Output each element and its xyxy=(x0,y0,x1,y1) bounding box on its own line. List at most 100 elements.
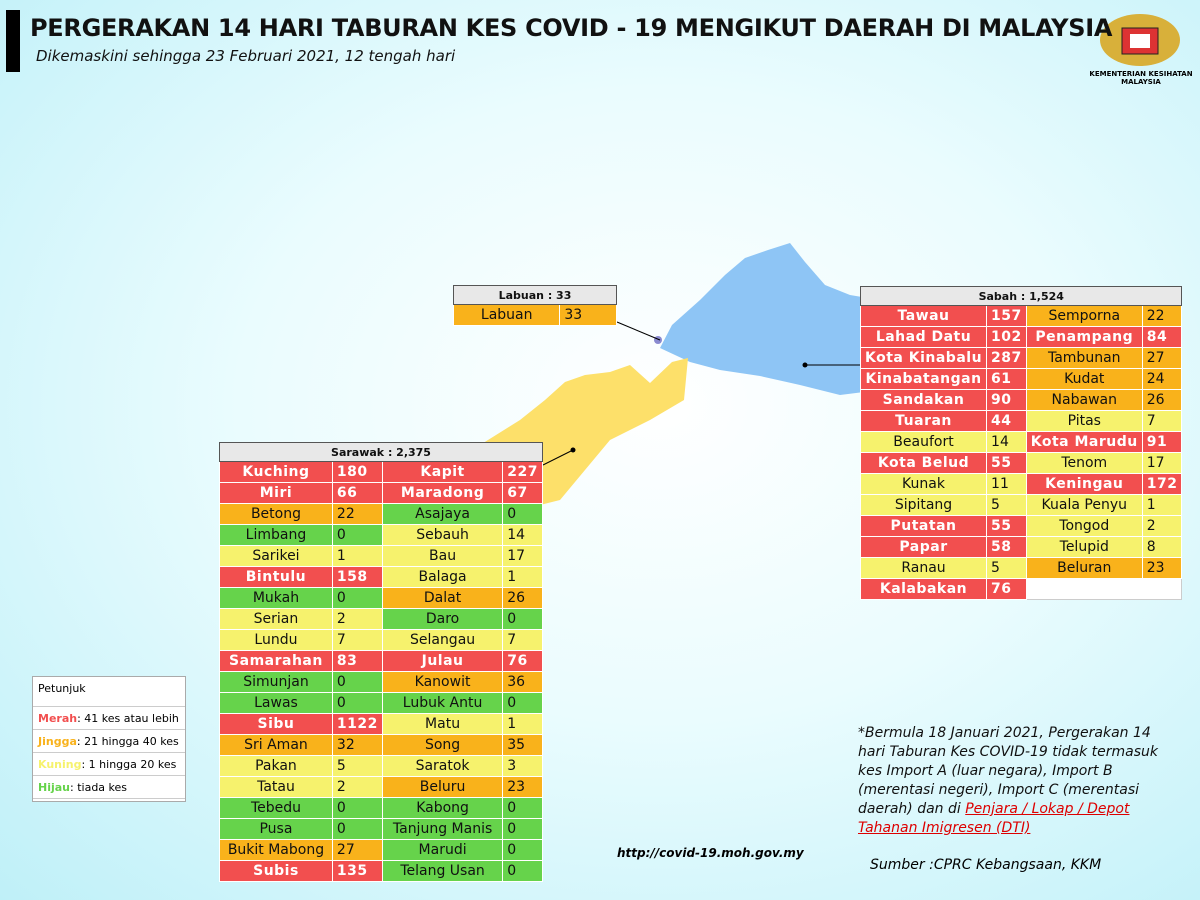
empty-cell xyxy=(1025,578,1183,600)
legend-text: : 21 hingga 40 kes xyxy=(76,735,179,748)
district-name: Beluran xyxy=(1025,557,1143,579)
row: Lahad Datu 102 Penampang 84 xyxy=(859,326,1183,348)
case-count: 1 xyxy=(1141,494,1183,516)
district-name: Tongod xyxy=(1025,515,1143,537)
case-count: 27 xyxy=(1141,347,1183,369)
district-name: Mukah xyxy=(219,587,333,609)
district-name: Kinabatangan xyxy=(859,368,988,390)
legend: Petunjuk Merah: 41 kes atau lebih Jingga: … xyxy=(32,676,186,802)
district-name: Telang Usan xyxy=(381,860,504,882)
district-name: Lundu xyxy=(219,629,333,651)
subtitle: Dikemaskini sehingga 23 Februari 2021, 1… xyxy=(36,47,456,65)
connector-dot xyxy=(802,362,808,368)
case-count: 0 xyxy=(502,608,543,630)
legend-item: Jingga: 21 hingga 40 kes xyxy=(33,730,185,753)
header-row: Sabah : 1,524 xyxy=(859,286,1183,306)
district-name: Miri xyxy=(219,482,333,504)
district-name: Dalat xyxy=(381,587,504,609)
case-count: 55 xyxy=(986,452,1027,474)
case-count: 66 xyxy=(331,482,383,504)
table-title: Labuan : 33 xyxy=(453,285,617,305)
district-name: Kabong xyxy=(381,797,504,819)
row: Sri Aman 32 Song 35 xyxy=(219,734,543,756)
row: Simunjan 0 Kanowit 36 xyxy=(219,671,543,693)
case-count: 2 xyxy=(331,608,383,630)
district-name: Saratok xyxy=(381,755,504,777)
district-name: Tebedu xyxy=(219,797,333,819)
case-count: 22 xyxy=(331,503,383,525)
case-count: 102 xyxy=(986,326,1027,348)
case-count: 55 xyxy=(986,515,1027,537)
labuan-table: Labuan : 33 Labuan 33 xyxy=(452,285,617,326)
district-name: Limbang xyxy=(219,524,333,546)
case-count: 5 xyxy=(986,494,1027,516)
row: Beaufort 14 Kota Marudu 91 xyxy=(859,431,1183,453)
source: Sumber :CPRC Kebangsaan, KKM xyxy=(870,857,1102,873)
district-name: Asajaya xyxy=(381,503,504,525)
case-count: 67 xyxy=(502,482,543,504)
row: Kalabakan 76 xyxy=(859,578,1183,600)
case-count: 7 xyxy=(502,629,543,651)
district-name: Tatau xyxy=(219,776,333,798)
note-text: *Bermula 18 Januari 2021, Pergerakan 14 … xyxy=(858,725,1159,817)
district-name: Telupid xyxy=(1025,536,1143,558)
case-count: 17 xyxy=(1141,452,1183,474)
row: Bukit Mabong 27 Marudi 0 xyxy=(219,839,543,861)
case-count: 287 xyxy=(986,347,1027,369)
case-count: 7 xyxy=(331,629,383,651)
row: Tuaran 44 Pitas 7 xyxy=(859,410,1183,432)
case-count: 0 xyxy=(331,587,383,609)
district-name: Bukit Mabong xyxy=(219,839,333,861)
district-name: Ranau xyxy=(859,557,988,579)
row: Miri 66 Maradong 67 xyxy=(219,482,543,504)
district-name: Serian xyxy=(219,608,333,630)
legend-label: Merah xyxy=(38,712,78,725)
title-bar xyxy=(6,10,20,72)
district-name: Balaga xyxy=(381,566,504,588)
row: Kota Kinabalu 287 Tambunan 27 xyxy=(859,347,1183,369)
district-name: Pakan xyxy=(219,755,333,777)
district-name: Penampang xyxy=(1025,326,1143,348)
case-count: 0 xyxy=(331,671,383,693)
case-count: 44 xyxy=(986,410,1027,432)
case-count: 17 xyxy=(502,545,543,567)
legend-label: Hijau xyxy=(38,781,71,794)
legend-title: Petunjuk xyxy=(33,677,185,707)
row: Lawas 0 Lubuk Antu 0 xyxy=(219,692,543,714)
sarawak-table: Sarawak : 2,375 Kuching 180 Kapit 227 Miri 66 M… xyxy=(219,442,543,882)
row: Subis 135 Telang Usan 0 xyxy=(219,860,543,882)
url: http://covid-19.moh.gov.my xyxy=(617,846,804,860)
header-row: Labuan : 33 xyxy=(453,285,617,305)
title: PERGERAKAN 14 HARI TABURAN KES COVID - 1… xyxy=(30,14,1113,42)
case-count: 0 xyxy=(502,839,543,861)
district-name: Julau xyxy=(381,650,504,672)
row: Bintulu 158 Balaga 1 xyxy=(219,566,543,588)
case-count: 14 xyxy=(986,431,1027,453)
case-count: 0 xyxy=(331,692,383,714)
case-count: 135 xyxy=(331,860,383,882)
legend-item: Merah: 41 kes atau lebih xyxy=(33,707,185,730)
note-link[interactable]: Penjara / Lokap / Depot Tahanan Imigrese… xyxy=(858,801,1130,836)
legend-label: Jingga xyxy=(38,735,77,748)
district-name: Lahad Datu xyxy=(859,326,988,348)
header-row: Sarawak : 2,375 xyxy=(219,442,543,462)
note: *Bermula 18 Januari 2021, Pergerakan 14 … xyxy=(858,724,1178,838)
case-count: 180 xyxy=(331,461,383,483)
case-count: 27 xyxy=(331,839,383,861)
district-name: Kota Marudu xyxy=(1025,431,1143,453)
case-count: 76 xyxy=(986,578,1027,600)
case-count: 158 xyxy=(331,566,383,588)
row: Pakan 5 Saratok 3 xyxy=(219,755,543,777)
sabah-shape xyxy=(660,243,880,395)
district-name: Putatan xyxy=(859,515,988,537)
district-name: Kanowit xyxy=(381,671,504,693)
district-name: Pusa xyxy=(219,818,333,840)
case-count: 227 xyxy=(502,461,543,483)
row: Betong 22 Asajaya 0 xyxy=(219,503,543,525)
row: Kinabatangan 61 Kudat 24 xyxy=(859,368,1183,390)
case-count: 11 xyxy=(986,473,1027,495)
district-name: Sarikei xyxy=(219,545,333,567)
case-count: 2 xyxy=(1141,515,1183,537)
case-count: 2 xyxy=(331,776,383,798)
district-name: Bau xyxy=(381,545,504,567)
